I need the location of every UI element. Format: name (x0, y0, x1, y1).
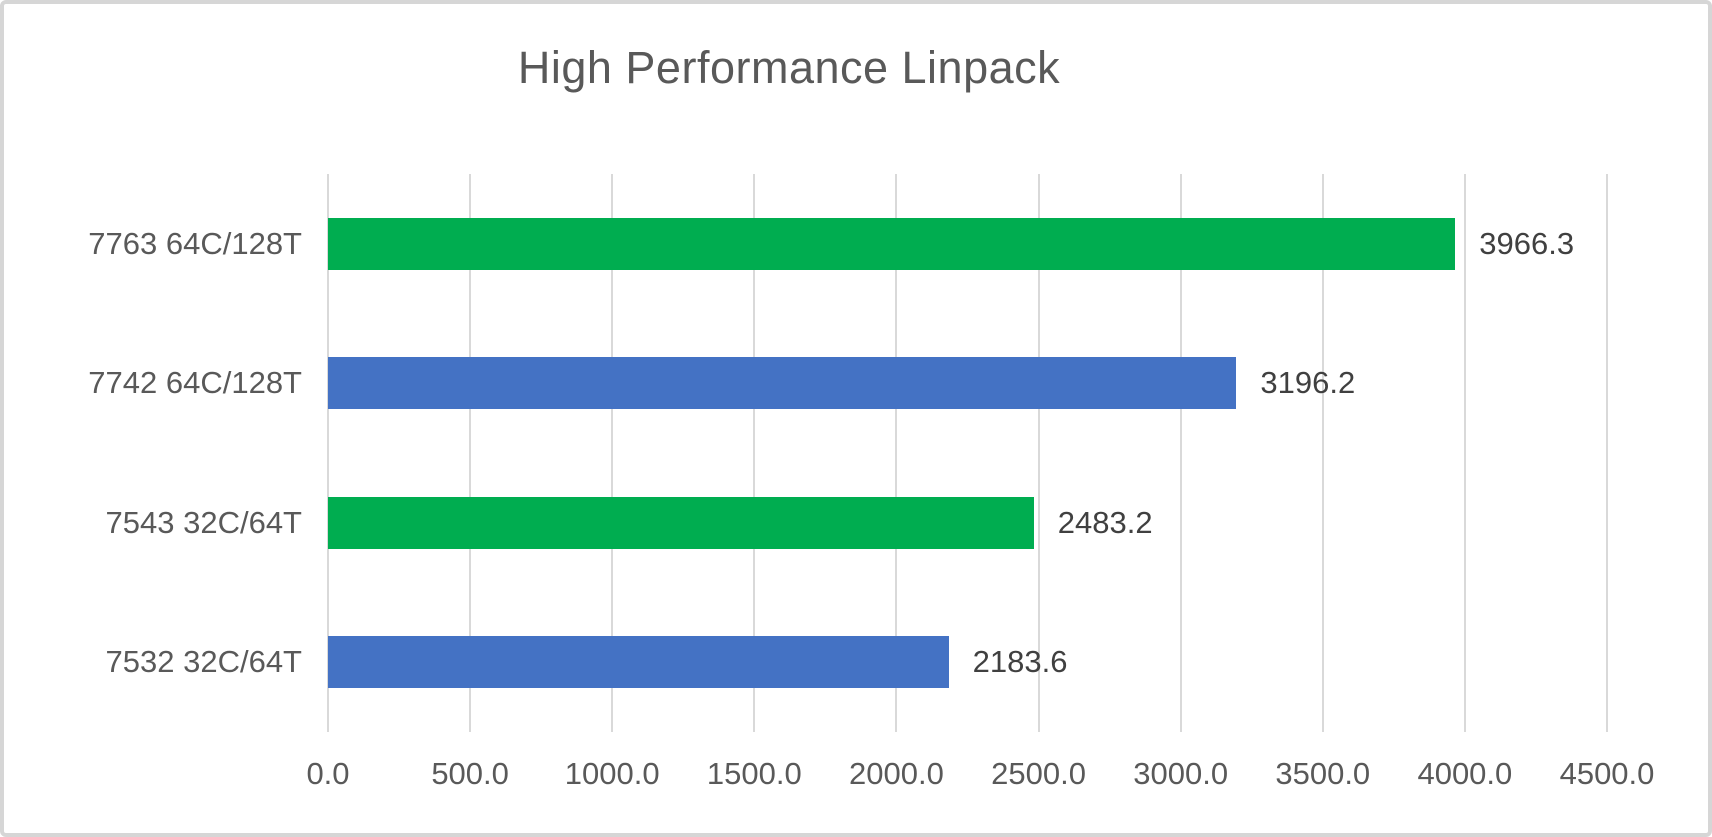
gridline (1321, 174, 1324, 732)
bar-row: 7742 64C/128T 3196.2 (88, 314, 1607, 454)
value-label: 2183.6 (972, 644, 1068, 680)
value-label: 3196.2 (1260, 365, 1356, 401)
gridline (1463, 174, 1466, 732)
x-axis-tick-label: 2000.0 (849, 756, 944, 791)
category-label: 7532 32C/64T (105, 644, 302, 680)
category-label: 7742 64C/128T (88, 365, 302, 401)
x-axis-tick-label: 4000.0 (1417, 756, 1513, 791)
x-axis-tick-label: 0.0 (306, 756, 350, 791)
gridline (1179, 174, 1182, 732)
x-axis-tick-label: 500.0 (431, 756, 509, 791)
bar (328, 496, 1034, 549)
x-axis-tick-label: 2500.0 (991, 756, 1086, 791)
gridline (895, 174, 898, 732)
chart-title: High Performance Linpack (517, 42, 1061, 93)
gridline (469, 174, 472, 732)
gridline (753, 174, 756, 732)
bar (328, 357, 1237, 410)
gridline (327, 174, 329, 732)
gridline (1606, 174, 1608, 732)
value-label: 3966.3 (1479, 225, 1575, 261)
x-axis-tick-label: 1500.0 (706, 756, 802, 791)
x-axis-tick-label: 4500.0 (1559, 756, 1655, 791)
gridline (1037, 174, 1040, 732)
bar-row: 7532 32C/64T 2183.6 (106, 593, 1607, 733)
bar-row: 7543 32C/64T 2483.2 (106, 453, 1607, 593)
x-axis: 0.0 500.0 1000.0 1500.0 2000.0 2500.0 3000.0 35… (306, 756, 1654, 806)
value-label: 2483.2 (1057, 504, 1153, 540)
gridline (611, 174, 614, 732)
x-axis-tick-label: 3000.0 (1133, 756, 1229, 791)
gridlines (327, 174, 1608, 732)
x-axis-tick-label: 3500.0 (1275, 756, 1371, 791)
bar (328, 636, 949, 689)
category-label: 7763 64C/128T (88, 225, 302, 261)
bar (328, 217, 1456, 270)
plot-area: 7763 64C/128T 3966.3 7742 64C/128T 3196.2 75… (88, 174, 1608, 733)
bar-rows: 7763 64C/128T 3966.3 7742 64C/128T 3196.2 75… (88, 174, 1607, 733)
bar-row: 7763 64C/128T 3966.3 (88, 174, 1607, 314)
category-label: 7543 32C/64T (105, 504, 302, 540)
x-axis-tick-label: 1000.0 (564, 756, 660, 791)
